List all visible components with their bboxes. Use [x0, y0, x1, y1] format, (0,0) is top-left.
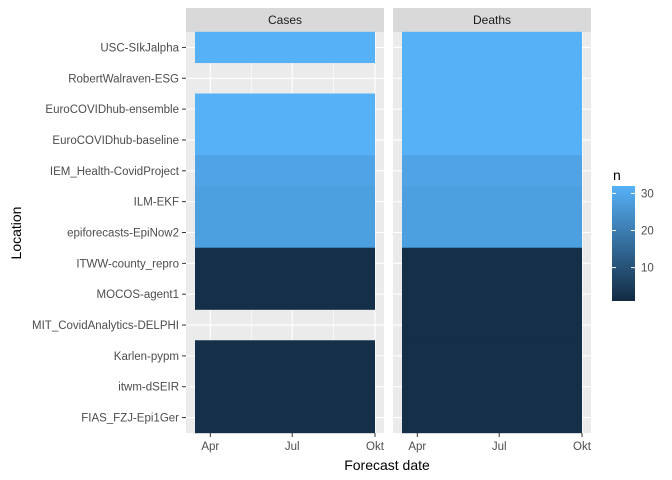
y-tick-label: IEM_Health-CovidProject: [50, 166, 180, 178]
y-tick-label: MOCOS-agent1: [97, 289, 179, 301]
y-tick-label: MIT_CovidAnalytics-DELPHI: [32, 320, 179, 332]
legend-tick-label: 10: [641, 263, 654, 275]
heat-tile: [195, 186, 375, 218]
x-tick-label: Okt: [573, 441, 592, 453]
heat-tile: [402, 371, 582, 403]
color-legend: n 10 20 30: [612, 167, 654, 301]
facet-panels: Cases Apr Jul Okt Deaths Apr Jul Okt: [186, 8, 592, 453]
y-tick-label: FIAS_FZJ-Epi1Ger: [81, 413, 179, 425]
y-axis: USC-SIkJalpha RobertWalraven-ESG EuroCOVID…: [32, 42, 186, 425]
heat-tile: [195, 278, 375, 310]
facet-strip: [186, 8, 384, 32]
heat-tile: [402, 31, 582, 64]
x-tick-label: Okt: [366, 441, 385, 453]
heat-tile: [195, 155, 375, 187]
heat-tile: [402, 62, 582, 94]
x-axis-title: Forecast date: [344, 457, 430, 473]
y-tick-label: EuroCOVIDhub-ensemble: [45, 104, 179, 116]
heat-tile: [402, 401, 582, 434]
facet-strip-label: Cases: [268, 13, 302, 27]
legend-tick-label: 30: [641, 188, 654, 200]
facet-panel-cases: Cases Apr Jul Okt: [186, 8, 385, 453]
heat-tile: [402, 309, 582, 341]
heat-tile: [402, 155, 582, 187]
x-tick-label: Jul: [285, 441, 300, 453]
y-tick-label: RobertWalraven-ESG: [68, 73, 179, 85]
heat-tile: [195, 371, 375, 403]
heat-tile: [195, 93, 375, 125]
heat-tile: [195, 401, 375, 434]
y-tick-label: itwm-dSEIR: [118, 382, 179, 394]
x-tick-label: Apr: [408, 441, 426, 453]
heat-tile: [402, 93, 582, 125]
y-tick-label: ILM-EKF: [134, 197, 179, 209]
heat-tile: [195, 247, 375, 279]
legend-title: n: [613, 167, 621, 183]
y-tick-label: epiforecasts-EpiNow2: [67, 228, 179, 240]
facet-strip: [393, 8, 591, 32]
heat-tile: [195, 216, 375, 249]
facet-panel-deaths: Deaths Apr Jul Okt: [393, 8, 592, 453]
y-tick-label: ITWW-county_repro: [76, 258, 179, 270]
legend-tick-label: 20: [641, 226, 654, 238]
heat-tile: [402, 186, 582, 218]
facet-strip-label: Deaths: [473, 13, 511, 27]
heat-tile: [402, 278, 582, 310]
heat-tile: [195, 340, 375, 372]
y-axis-title: Location: [8, 207, 24, 260]
heat-tile: [402, 216, 582, 249]
heat-tile: [195, 124, 375, 156]
heat-tile: [195, 31, 375, 64]
x-tick-label: Jul: [492, 441, 507, 453]
x-tick-label: Apr: [201, 441, 219, 453]
y-tick-label: EuroCOVIDhub-baseline: [52, 135, 179, 147]
y-tick-label: USC-SIkJalpha: [100, 42, 179, 54]
legend-colorbar: [612, 186, 635, 301]
heat-tile: [402, 124, 582, 156]
heat-tile: [402, 247, 582, 279]
y-tick-label: Karlen-pypm: [114, 351, 179, 363]
heat-tile: [402, 340, 582, 372]
